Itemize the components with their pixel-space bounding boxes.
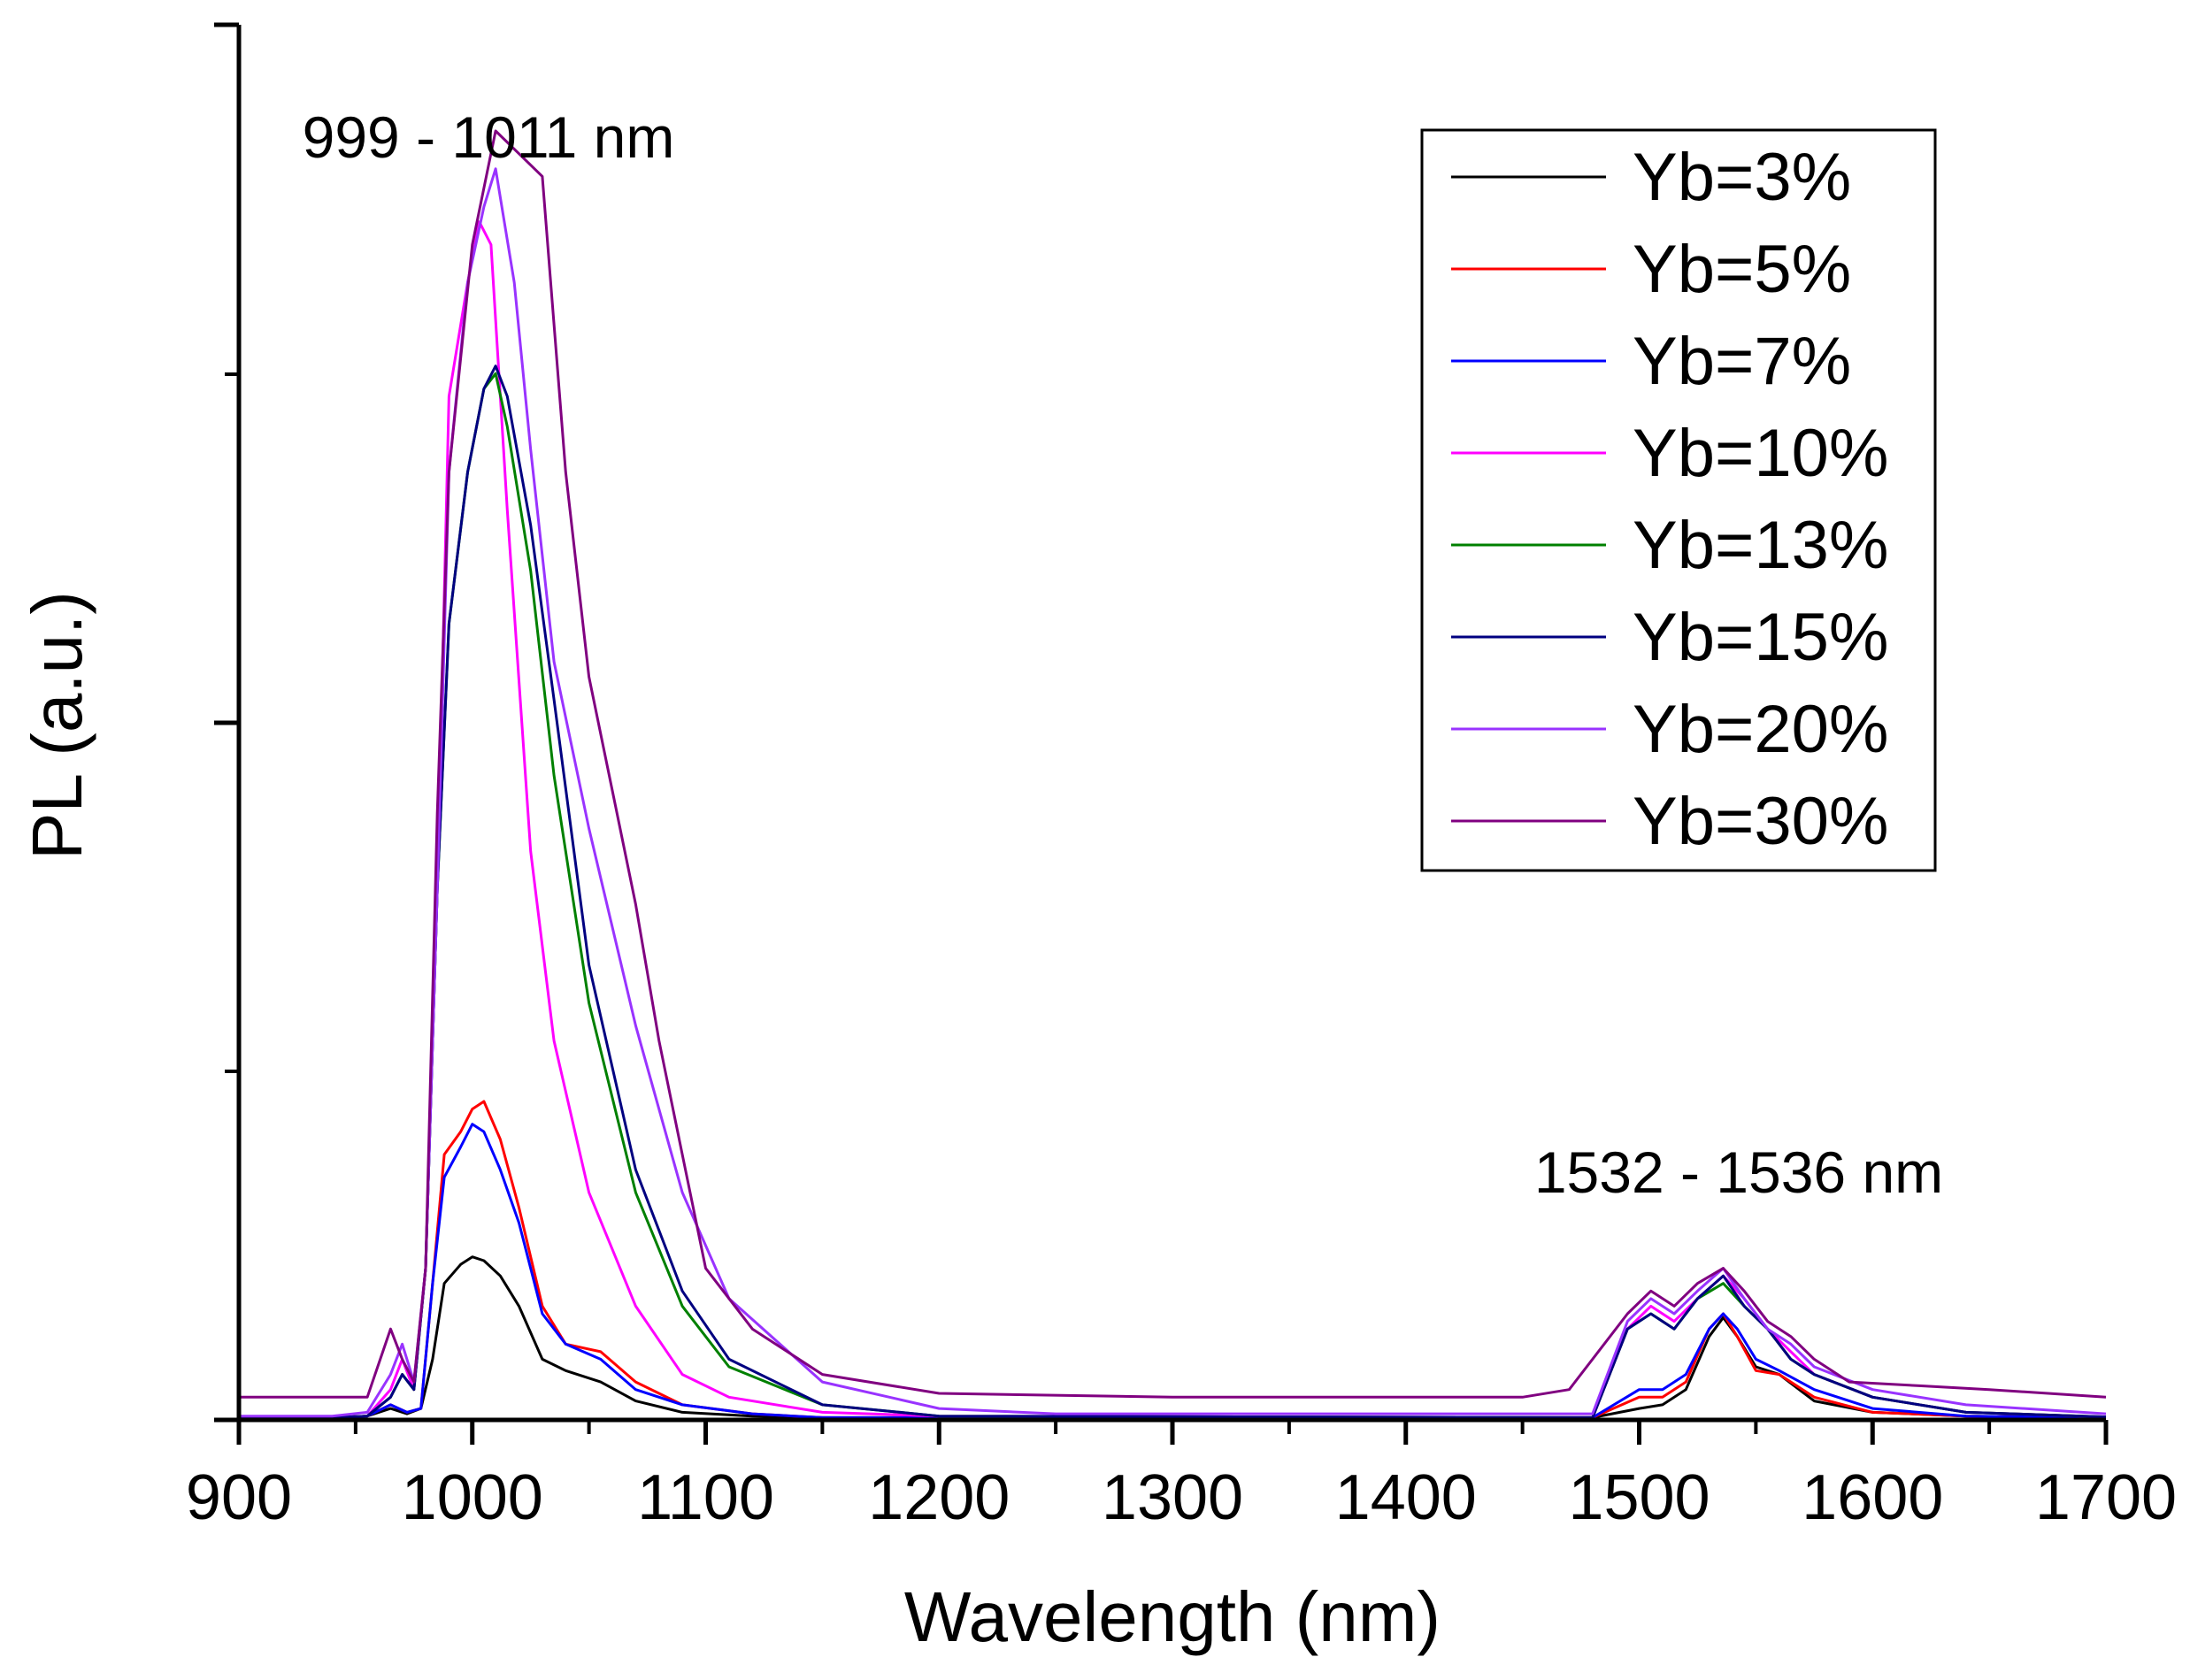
legend-label-8: Yb=30% [1633,784,1888,859]
series-line-3 [239,1123,2107,1419]
x-tick-label-1400: 1400 [1335,1462,1477,1533]
x-tick-label-1000: 1000 [402,1462,543,1533]
legend-label-2: Yb=5% [1633,232,1851,307]
x-tick-label-1200: 1200 [868,1462,1010,1533]
x-tick-label-1300: 1300 [1102,1462,1243,1533]
x-tick-label-900: 900 [186,1462,292,1533]
legend-box [1420,128,1937,872]
x-tick-label-1600: 1600 [1802,1462,1943,1533]
legend: Yb=3% Yb=5% Yb=7% Yb=10% Yb=13% Yb=15% Yb=20% Y… [1420,128,1937,872]
legend-label-5: Yb=13% [1633,508,1888,583]
x-axis-title: Wavelength (nm) [904,1577,1441,1656]
legend-label-4: Yb=10% [1633,416,1888,491]
annotation-peak-2: 1532 - 1536 nm [1534,1139,1943,1205]
series-layer [239,129,2107,1419]
x-tick-label-1700: 1700 [2035,1462,2177,1533]
x-tick-label-1500: 1500 [1568,1462,1710,1533]
legend-label-1: Yb=3% [1633,140,1851,215]
y-axis-title: PL (a.u.) [18,591,96,860]
annotation-peak-1: 999 - 1011 nm [303,104,675,170]
legend-label-3: Yb=7% [1633,324,1851,399]
x-tick-label-1100: 1100 [637,1462,774,1533]
legend-items: Yb=3% Yb=5% Yb=7% Yb=10% Yb=13% Yb=15% Yb=20% Y… [1451,140,1888,859]
ticks-layer: 900 1000 1100 1200 1300 1400 1500 1600 1700 [186,22,2177,1533]
series-line-8 [239,129,2107,1399]
legend-label-6: Yb=15% [1633,600,1888,675]
legend-label-7: Yb=20% [1633,692,1888,767]
labels-layer: Wavelength (nm) PL (a.u.) 999 - 1011 nm … [18,104,1943,1656]
